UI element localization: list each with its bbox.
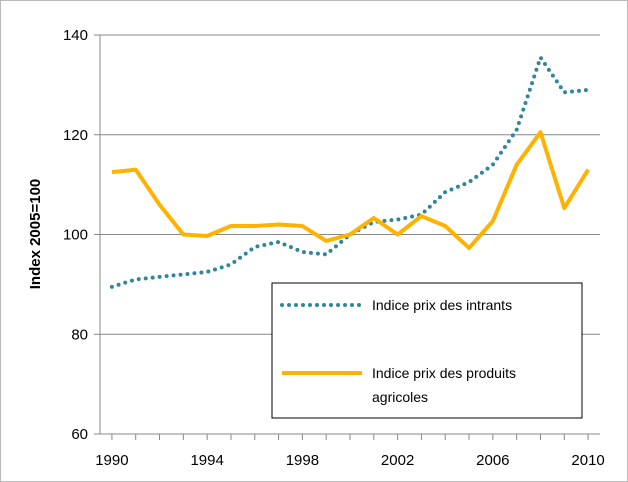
series-line	[109, 55, 591, 289]
y-tick-label: 120	[63, 127, 88, 144]
y-tick-label: 100	[63, 227, 88, 244]
y-axis-label: Index 2005=100	[27, 179, 44, 290]
y-tick-label: 140	[63, 27, 88, 44]
y-tick-label: 60	[71, 426, 88, 443]
x-tick-label: 2006	[476, 452, 509, 469]
x-tick-label: 1994	[190, 452, 223, 469]
x-tick-label: 1998	[286, 452, 319, 469]
legend-label: Indice prix des intrants	[372, 297, 513, 313]
x-tick-label: 2002	[381, 452, 414, 469]
y-tick-label: 80	[71, 326, 88, 343]
x-tick-label: 1990	[95, 452, 128, 469]
legend-label: Indice prix des produits agricoles	[372, 365, 516, 405]
x-tick-label: 2010	[571, 452, 604, 469]
series-line	[111, 130, 590, 250]
